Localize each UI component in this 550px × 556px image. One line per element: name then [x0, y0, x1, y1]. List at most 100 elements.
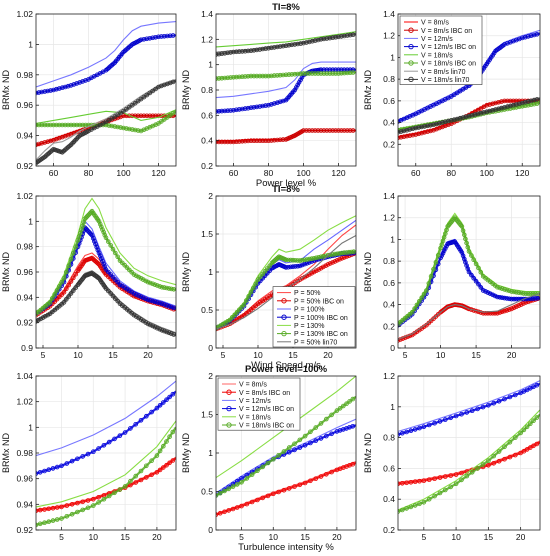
series-marker	[417, 478, 422, 484]
series-marker	[65, 122, 71, 128]
series-marker	[115, 124, 120, 130]
panel-r1c1: 0 0.5 1 1.5 2 5 10 15 20 BRMy ND Wind Speed m/s TI=…	[181, 184, 357, 371]
x-tick-label: 100	[480, 168, 494, 178]
series-marker	[120, 260, 125, 266]
series-marker	[80, 454, 85, 459]
legend-entry: V = 12m/s IBC on	[421, 44, 476, 51]
series-marker	[437, 475, 443, 480]
series-marker	[115, 254, 120, 260]
series-marker	[518, 302, 524, 307]
series-marker	[323, 263, 329, 269]
series-marker	[348, 249, 354, 255]
series-marker	[440, 124, 445, 130]
series-marker	[80, 79, 85, 84]
series-marker	[226, 508, 232, 513]
series-marker	[85, 505, 91, 511]
series-marker	[92, 238, 97, 244]
series-marker	[157, 300, 163, 306]
series-marker	[285, 257, 291, 263]
panel-title: TI=8%	[272, 184, 300, 195]
series-marker	[413, 132, 419, 137]
series-marker	[260, 271, 266, 277]
series-marker	[437, 490, 443, 496]
series-marker	[509, 289, 514, 294]
series-marker	[337, 251, 343, 256]
series-marker	[46, 506, 51, 512]
series-marker	[257, 73, 263, 79]
series-marker	[74, 81, 80, 86]
series-marker	[502, 105, 507, 110]
series-marker	[471, 275, 477, 281]
series-marker	[459, 470, 464, 476]
series-marker	[36, 522, 39, 528]
series-marker	[167, 33, 173, 39]
series-marker	[496, 449, 502, 454]
series-marker	[304, 40, 309, 45]
series-marker	[476, 265, 481, 271]
series-marker	[231, 108, 236, 113]
series-marker	[64, 513, 70, 519]
series-marker	[131, 272, 137, 277]
series-marker	[38, 316, 43, 322]
series-marker	[234, 482, 240, 487]
series-marker	[483, 289, 488, 294]
series-marker	[327, 71, 333, 76]
series-marker	[285, 264, 291, 270]
series-marker	[245, 74, 251, 79]
series-marker	[329, 469, 334, 475]
legend-entry: V = 8m/s	[239, 382, 267, 389]
series-marker	[113, 277, 118, 282]
series-marker	[66, 282, 71, 288]
series-marker	[513, 37, 519, 43]
series-marker	[225, 108, 231, 113]
series-marker	[334, 408, 340, 413]
series-marker	[295, 41, 301, 47]
legend: V = 8m/sV = 8m/s IBC onV = 12m/sV = 12m/…	[399, 15, 483, 85]
series-marker	[165, 33, 170, 39]
series-marker	[309, 256, 315, 262]
series-marker	[497, 294, 503, 300]
series-marker	[499, 309, 505, 315]
series-marker	[59, 85, 65, 90]
series-marker	[324, 71, 330, 76]
series-marker	[408, 479, 414, 485]
series-marker	[106, 288, 111, 294]
series-marker	[100, 258, 105, 264]
series-marker	[48, 149, 53, 155]
y-tick-label: 2	[208, 371, 213, 381]
series-marker	[344, 401, 349, 407]
series-marker	[481, 110, 487, 115]
series-marker	[318, 36, 324, 42]
x-tick-label: 20	[143, 350, 153, 360]
series-marker	[444, 243, 449, 249]
series-marker	[531, 32, 537, 38]
series-marker	[73, 271, 78, 277]
series-marker	[398, 134, 404, 140]
series-line-4	[36, 197, 176, 313]
x-tick-label: 20	[152, 532, 162, 542]
series-marker	[242, 48, 248, 54]
series-marker	[313, 268, 319, 274]
series-marker	[298, 41, 303, 46]
series-group	[36, 380, 176, 528]
series-marker	[138, 468, 144, 474]
y-axis-label: BRMy ND	[181, 70, 191, 110]
series-marker	[265, 493, 271, 499]
series-marker	[274, 137, 280, 143]
series-marker	[80, 507, 85, 513]
series-marker	[50, 518, 56, 523]
series-marker	[478, 285, 484, 290]
series-marker	[350, 423, 356, 429]
x-tick-label: 5	[421, 532, 426, 542]
series-marker	[121, 125, 126, 131]
series-marker	[280, 43, 286, 49]
series-marker	[101, 496, 107, 502]
series-marker	[266, 73, 271, 79]
series-marker	[230, 506, 236, 512]
x-tick-label: 5	[41, 350, 46, 360]
series-marker	[109, 123, 115, 129]
series-marker	[90, 235, 96, 241]
series-marker	[502, 308, 507, 314]
series-marker	[344, 33, 350, 38]
series-marker	[451, 117, 457, 122]
